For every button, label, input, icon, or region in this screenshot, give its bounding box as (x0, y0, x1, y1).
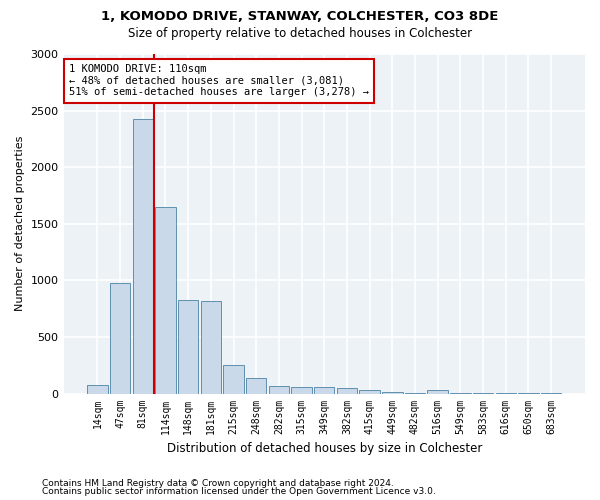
Bar (133, 118, 153, 394)
Text: 1 KOMODO DRIVE: 110sqm
← 48% of detached houses are smaller (3,081)
51% of semi-: 1 KOMODO DRIVE: 110sqm ← 48% of detached… (69, 64, 369, 98)
Bar (178, 300, 199, 394)
X-axis label: Distribution of detached houses by size in Colchester: Distribution of detached houses by size … (167, 442, 482, 455)
Bar (314, 388, 334, 394)
Bar (246, 378, 266, 394)
Bar (200, 300, 221, 394)
Bar (337, 388, 357, 394)
Bar (223, 366, 244, 394)
Text: 1, KOMODO DRIVE, STANWAY, COLCHESTER, CO3 8DE: 1, KOMODO DRIVE, STANWAY, COLCHESTER, CO… (101, 10, 499, 23)
Bar (87, 385, 107, 394)
Bar (427, 390, 448, 394)
Bar (110, 283, 130, 394)
Text: Contains HM Land Registry data © Crown copyright and database right 2024.: Contains HM Land Registry data © Crown c… (42, 478, 394, 488)
Bar (405, 392, 425, 394)
Bar (359, 390, 380, 394)
Bar (450, 393, 470, 394)
Bar (269, 386, 289, 394)
Bar (382, 392, 403, 394)
Text: Size of property relative to detached houses in Colchester: Size of property relative to detached ho… (128, 28, 472, 40)
Bar (155, 207, 176, 394)
Text: Contains public sector information licensed under the Open Government Licence v3: Contains public sector information licen… (42, 488, 436, 496)
Bar (292, 387, 312, 394)
Y-axis label: Number of detached properties: Number of detached properties (15, 136, 25, 312)
